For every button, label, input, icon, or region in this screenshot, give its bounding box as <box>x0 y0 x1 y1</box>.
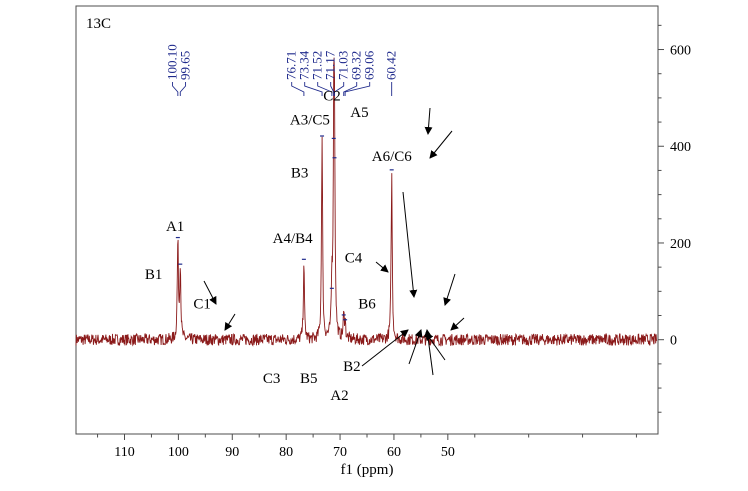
peak-label-leader <box>317 82 333 96</box>
spectrum-trace <box>75 57 658 347</box>
peak-ppm-label: 60.42 <box>384 51 399 80</box>
spectrum-nucleus-label: 13C <box>86 16 111 32</box>
peak-ppm-label: 69.32 <box>349 51 364 80</box>
assignment-arrow <box>408 329 423 365</box>
y-tick-label: 200 <box>670 237 691 252</box>
assignment-annotations: A1 B1 C1 A4/B4 B3 A3/C5 C2 A5 A6/C6 C4 B6 C3 B5 B2 A2 <box>145 88 465 404</box>
x-tick-label: 110 <box>114 445 134 460</box>
peak-ppm-label: 99.65 <box>178 51 193 80</box>
peak-label-leader <box>304 82 323 96</box>
assignment-label: C4 <box>345 250 363 266</box>
assignment-label: A2 <box>330 388 348 404</box>
assignment-arrow <box>224 313 236 331</box>
assignment-arrow <box>424 107 433 135</box>
x-tick-label: 60 <box>387 445 401 460</box>
assignment-label: A3/C5 <box>290 112 330 128</box>
y-tick-label: 0 <box>670 334 677 349</box>
assignment-label: B3 <box>291 166 309 182</box>
x-axis-label: f1 (ppm) <box>341 462 394 478</box>
assignment-label: B2 <box>343 359 361 375</box>
x-tick-label: 50 <box>441 445 455 460</box>
assignment-label: A1 <box>166 219 184 235</box>
assignment-label: A6/C6 <box>372 149 413 165</box>
assignment-arrow <box>375 261 389 273</box>
peak-label-leader <box>343 82 358 96</box>
y-tick-label: 400 <box>670 140 691 155</box>
assignment-arrow <box>443 273 456 306</box>
assignment-label: A4/B4 <box>273 231 314 247</box>
x-tick-label: 70 <box>333 445 347 460</box>
assignment-label: C3 <box>263 371 281 387</box>
peak-ppm-label: 76.71 <box>284 51 299 80</box>
peak-ppm-label: 69.06 <box>362 50 377 80</box>
peak-label-leader <box>172 82 179 96</box>
x-tick-label: 80 <box>279 445 293 460</box>
assignment-arrow <box>425 332 446 361</box>
assignment-label: B1 <box>145 267 163 283</box>
y-axis: 600 400 200 0 <box>658 24 691 413</box>
assignment-label: C1 <box>193 296 211 312</box>
assignment-label: B6 <box>358 296 376 312</box>
peak-label-leader <box>291 82 305 96</box>
y-tick-label: 600 <box>670 44 691 59</box>
peak-label-leader <box>344 82 371 96</box>
peak-ppm-label: 71.03 <box>336 51 351 80</box>
peak-label-leader <box>330 82 335 96</box>
assignment-label: C2 <box>323 88 341 104</box>
peak-label-leader <box>179 82 187 96</box>
peak-ppm-label: 71.17 <box>323 50 338 80</box>
assignment-arrow <box>423 329 434 376</box>
assignment-arrow <box>402 191 418 298</box>
assignment-arrow <box>203 280 217 305</box>
peak-ppm-label: 71.52 <box>310 51 325 80</box>
x-tick-label: 100 <box>168 445 189 460</box>
assignment-arrow <box>429 130 453 159</box>
assignment-label: B5 <box>300 371 318 387</box>
assignment-arrow <box>450 317 465 331</box>
x-tick-label: 90 <box>225 445 239 460</box>
peak-ppm-label: 100.10 <box>165 44 180 80</box>
peak-ppm-label: 73.34 <box>297 50 312 80</box>
peak-label-leader <box>334 82 345 96</box>
assignment-label: A5 <box>350 105 368 121</box>
assignment-arrow <box>361 329 409 367</box>
x-axis: 110 100 90 80 70 60 50 <box>97 434 637 460</box>
